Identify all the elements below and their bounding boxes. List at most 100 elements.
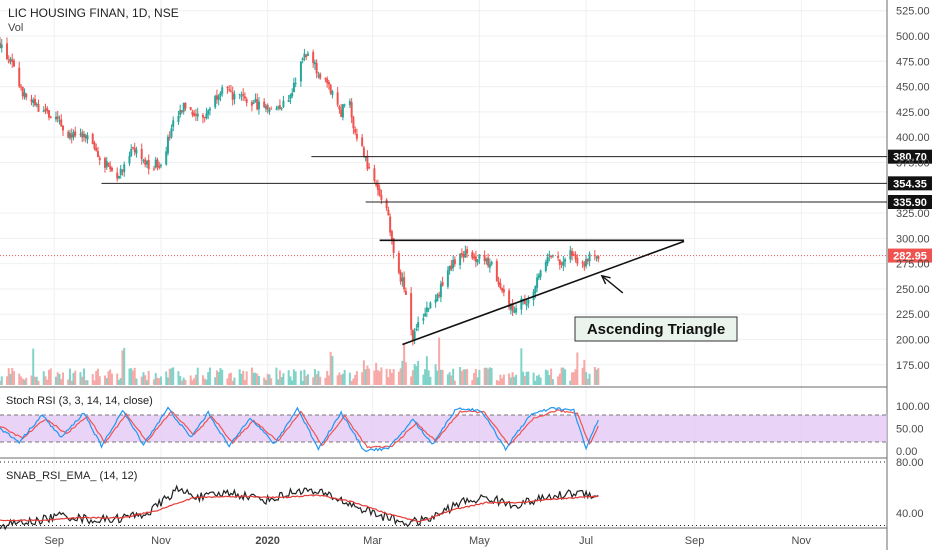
volume-bar xyxy=(70,380,73,385)
snab-tick-label: 80.00 xyxy=(896,457,924,469)
candle-body xyxy=(534,285,537,293)
volume-bar xyxy=(301,380,304,385)
candle-body xyxy=(546,256,549,264)
stoch-tick-label: 50.00 xyxy=(896,424,924,436)
volume-bar xyxy=(508,373,511,385)
volume-bar xyxy=(242,370,245,385)
candle-body xyxy=(523,300,526,304)
volume-bar xyxy=(571,372,574,385)
candle-body xyxy=(376,183,379,190)
candle-body xyxy=(350,102,353,118)
candle-body xyxy=(459,254,462,266)
candle-body xyxy=(116,172,119,179)
candle-body xyxy=(424,313,427,317)
candle-body xyxy=(462,254,465,258)
candle-body xyxy=(539,270,542,277)
candle-body xyxy=(413,331,416,341)
candle-body xyxy=(170,128,173,138)
volume-bar xyxy=(35,376,38,385)
date-tick-label: 2020 xyxy=(255,535,279,547)
volume-bar xyxy=(275,367,278,385)
candle-body xyxy=(501,287,504,291)
candle-body xyxy=(315,63,318,74)
volume-bar xyxy=(464,369,467,385)
candle-body xyxy=(502,289,505,293)
volume-bar xyxy=(238,369,241,385)
candle-body xyxy=(0,42,1,49)
volume-bar xyxy=(439,369,442,385)
volume-bar xyxy=(562,367,565,385)
candle-body xyxy=(450,265,453,270)
candle-body xyxy=(340,109,343,117)
candle-body xyxy=(301,58,304,61)
volume-bar xyxy=(250,367,253,385)
volume-bar xyxy=(581,367,584,385)
stoch-rsi-pane[interactable] xyxy=(0,406,887,452)
candle-body xyxy=(378,188,381,196)
volume-bar xyxy=(228,373,231,385)
volume-bar xyxy=(46,379,49,385)
volume-bar xyxy=(32,348,35,385)
candle-body xyxy=(93,142,96,149)
volume-bar xyxy=(154,372,157,385)
candle-body xyxy=(354,129,357,133)
support-trendline[interactable] xyxy=(402,240,685,346)
candle-body xyxy=(287,100,290,103)
candle-body xyxy=(228,89,231,91)
volume-bar xyxy=(49,368,52,385)
candle-body xyxy=(86,135,89,140)
candle-body xyxy=(427,308,430,310)
candle-body xyxy=(305,55,308,58)
volume-bar xyxy=(392,369,395,385)
volume-bar xyxy=(536,375,539,385)
volume-bar xyxy=(263,377,266,385)
volume-bar xyxy=(56,372,59,385)
volume-bar xyxy=(378,371,381,385)
candle-body xyxy=(82,134,85,138)
candle-body xyxy=(33,99,36,106)
price-candles[interactable] xyxy=(0,36,600,346)
volume-bar xyxy=(558,373,561,385)
horizontal-levels[interactable]: 380.70 354.35 335.90 282.95 xyxy=(0,149,932,263)
volume-bar xyxy=(376,370,379,385)
volume-bar xyxy=(434,364,437,385)
volume-bar xyxy=(532,372,535,385)
volume-bar xyxy=(324,377,327,385)
volume-bar xyxy=(397,371,400,385)
candle-body xyxy=(147,160,150,170)
candle-body xyxy=(91,133,94,145)
price-tick-label: 275.00 xyxy=(896,259,930,271)
candle-body xyxy=(56,116,59,120)
candle-body xyxy=(326,78,329,84)
triangle-drawings[interactable] xyxy=(379,239,685,346)
price-axis[interactable]: 525.00 500.00 475.00 450.00 425.00 400.00 375.… xyxy=(896,6,930,520)
snab-rsi-ema-pane[interactable] xyxy=(0,461,887,531)
price-tick-label: 200.00 xyxy=(896,334,930,346)
candle-body xyxy=(595,256,598,258)
date-axis[interactable]: Sep Nov 2020 Mar May Jul Sep Nov xyxy=(44,535,811,547)
candle-body xyxy=(313,62,316,65)
annotation-box xyxy=(574,316,738,342)
candle-body xyxy=(417,322,420,328)
candle-body xyxy=(583,263,586,267)
candle-body xyxy=(436,294,439,302)
candle-body xyxy=(37,104,40,112)
volume-bar xyxy=(513,376,516,385)
candle-body xyxy=(581,261,584,264)
candle-body xyxy=(18,67,21,87)
snab-ema-line xyxy=(0,494,599,523)
volume-bar xyxy=(585,371,588,385)
candle-body xyxy=(425,307,428,312)
candle-body xyxy=(79,133,82,135)
volume-bar xyxy=(597,368,600,385)
volume-bar xyxy=(189,375,192,385)
annotation-arrow[interactable] xyxy=(601,275,624,294)
candle-body xyxy=(434,299,437,303)
ascending-triangle-label[interactable]: Ascending Triangle xyxy=(574,316,738,342)
candle-body xyxy=(441,282,444,286)
volume-bar xyxy=(509,377,512,385)
stoch-tick-label: 0.00 xyxy=(896,446,917,458)
candle-body xyxy=(410,293,413,330)
volume-bar xyxy=(21,378,24,385)
